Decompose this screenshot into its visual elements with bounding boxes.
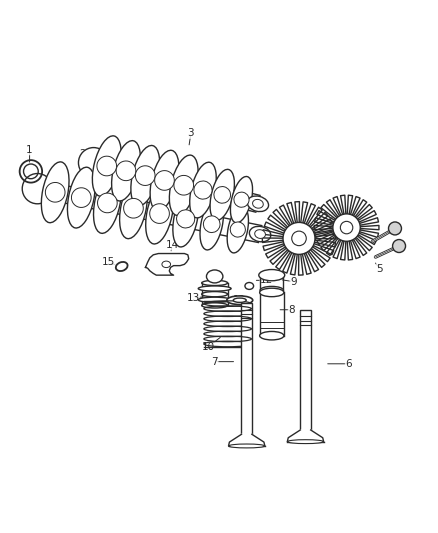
Ellipse shape [124,198,143,218]
Ellipse shape [162,261,170,268]
Text: 2: 2 [79,149,86,159]
Polygon shape [229,434,265,446]
Ellipse shape [177,210,195,228]
Ellipse shape [259,270,285,281]
Ellipse shape [206,270,223,283]
Ellipse shape [92,136,121,196]
Ellipse shape [98,193,117,213]
Ellipse shape [230,222,245,237]
FancyBboxPatch shape [300,310,311,434]
Polygon shape [262,201,336,275]
Ellipse shape [200,198,223,250]
Ellipse shape [214,187,230,203]
Ellipse shape [22,174,53,204]
Ellipse shape [227,296,253,304]
Ellipse shape [260,286,283,294]
Ellipse shape [260,332,284,340]
Text: 10: 10 [202,342,215,351]
Ellipse shape [150,150,179,211]
Ellipse shape [150,204,170,223]
Circle shape [392,239,406,253]
Ellipse shape [155,171,174,190]
Ellipse shape [229,444,265,448]
Ellipse shape [120,178,147,239]
Ellipse shape [194,181,212,199]
Ellipse shape [131,146,159,206]
Ellipse shape [203,216,220,232]
Polygon shape [314,195,379,260]
Ellipse shape [71,188,91,207]
FancyBboxPatch shape [241,303,252,438]
Ellipse shape [190,162,216,218]
Text: 8: 8 [288,305,295,315]
Text: 6: 6 [346,359,352,369]
Text: 9: 9 [290,277,297,287]
Ellipse shape [198,297,231,302]
Circle shape [389,222,402,235]
Text: 3: 3 [187,128,194,138]
Ellipse shape [78,148,109,178]
Ellipse shape [41,162,69,223]
Ellipse shape [170,155,198,215]
Ellipse shape [287,440,324,443]
Ellipse shape [233,298,246,302]
Ellipse shape [210,169,234,220]
Text: 4: 4 [327,212,334,222]
Ellipse shape [94,173,121,233]
Text: 13: 13 [187,293,200,303]
Ellipse shape [198,286,231,291]
Ellipse shape [247,196,268,212]
Circle shape [333,214,360,241]
Ellipse shape [202,303,228,308]
Text: 1: 1 [26,145,33,155]
Ellipse shape [112,141,140,201]
Ellipse shape [260,288,284,297]
Ellipse shape [227,206,248,253]
Ellipse shape [135,166,155,185]
Text: 14: 14 [166,240,179,250]
Text: 5: 5 [377,264,383,273]
Polygon shape [287,430,324,442]
Ellipse shape [116,161,136,181]
Ellipse shape [174,175,194,195]
Ellipse shape [173,191,198,247]
Ellipse shape [249,227,271,242]
Ellipse shape [230,176,253,223]
Ellipse shape [202,280,228,286]
Polygon shape [145,254,189,275]
Text: 7: 7 [212,357,218,367]
Ellipse shape [97,156,117,176]
Circle shape [340,221,353,234]
Text: 12: 12 [260,276,273,285]
Text: 15: 15 [102,257,115,267]
Ellipse shape [253,199,263,208]
Ellipse shape [46,182,65,202]
Circle shape [283,222,315,254]
Text: 11: 11 [233,295,247,305]
Ellipse shape [202,292,228,297]
Ellipse shape [234,192,249,207]
Ellipse shape [67,167,95,228]
Ellipse shape [255,230,265,238]
Ellipse shape [245,282,254,289]
Ellipse shape [146,183,173,244]
Circle shape [292,231,306,246]
